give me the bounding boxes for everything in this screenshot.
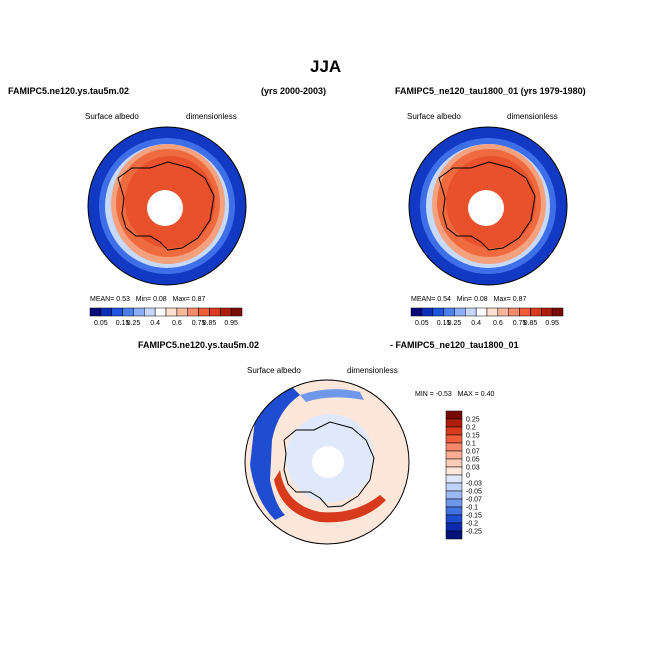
colorbar-swatch (508, 307, 520, 317)
colorbar-swatch (154, 307, 167, 317)
colorbar-swatch (530, 307, 542, 317)
colorbar-swatch (445, 458, 463, 468)
colorbar-difference: 0.250.20.150.10.070.050.030-0.03-0.05-0.… (445, 410, 482, 540)
colorbar-tick-label: 0.15 (437, 320, 451, 327)
colorbar-swatch (100, 307, 112, 317)
colorbar-swatch (519, 307, 531, 317)
colorbar-tick-label: 0.05 (94, 320, 108, 327)
colorbar-swatch (475, 307, 488, 317)
colorbar-swatch (497, 307, 509, 317)
colorbar-swatch (133, 307, 145, 317)
colorbar-swatch (445, 530, 463, 540)
colorbar-swatch (445, 514, 463, 524)
stats-diff: MIN = -0.53 MAX = 0.40 (415, 391, 495, 398)
colorbar-swatch (445, 426, 463, 436)
colorbar-tick-label: 0 (466, 473, 470, 480)
var-units-top-left: dimensionless (186, 112, 237, 121)
colorbar-swatch (144, 307, 156, 317)
season-title: JJA (310, 57, 342, 76)
colorbar-tick-label: 0.4 (471, 320, 481, 327)
colorbar-tick-label: 0.6 (172, 320, 182, 327)
case-label-diff-b: - FAMIPC5_ne120_tau1800_01 (390, 340, 519, 350)
map-top-right (408, 126, 568, 286)
colorbar-tick-label: -0.05 (466, 489, 482, 496)
colorbar-tick-label: 0.85 (203, 320, 217, 327)
map-top-left (87, 126, 247, 286)
case-label-top-left: FAMIPC5.ne120.ys.tau5m.02 (8, 86, 130, 96)
colorbar-tick-label: 0.75 (192, 320, 206, 327)
colorbar-swatch (445, 522, 463, 532)
stats-top-left: MEAN= 0.53 Min= 0.08 Max= 0.87 (90, 296, 206, 303)
colorbar-top-right: 0.05 0.150.25 0.4 0.6 0.750.85 0.95 (410, 307, 564, 327)
colorbar-swatch (551, 307, 564, 317)
var-units-diff: dimensionless (347, 366, 398, 375)
colorbar-tick-label: 0.75 (513, 320, 527, 327)
colorbar-swatch (445, 482, 463, 492)
colorbar-tick-label: 0.15 (466, 433, 480, 440)
colorbar-swatch (89, 307, 102, 317)
colorbar-swatch (445, 442, 463, 452)
colorbar-swatch (486, 307, 499, 317)
colorbar-tick-label: 0.05 (466, 457, 480, 464)
var-name-top-left: Surface albedo (85, 112, 139, 121)
colorbar-swatch (445, 498, 463, 508)
colorbar-tick-label: 0.4 (150, 320, 160, 327)
colorbar-swatch (445, 434, 463, 444)
colorbar-swatch (410, 307, 423, 317)
colorbar-tick-label: 0.25 (127, 320, 141, 327)
colorbar-tick-label: -0.07 (466, 497, 482, 504)
colorbar-tick-label: -0.03 (466, 481, 482, 488)
colorbar-tick-label: 0.95 (224, 320, 238, 327)
colorbar-tick-label: 0.95 (545, 320, 559, 327)
colorbar-tick-label: 0.07 (466, 449, 480, 456)
colorbar-swatch (176, 307, 188, 317)
var-name-diff: Surface albedo (247, 366, 301, 375)
case-label-top-right: FAMIPC5_ne120_tau1800_01 (yrs 1979-1980) (395, 86, 586, 96)
colorbar-tick-label: 0.2 (466, 425, 476, 432)
colorbar-swatch (165, 307, 178, 317)
var-units-top-right: dimensionless (507, 112, 558, 121)
colorbar-swatch (445, 474, 463, 484)
colorbar-tick-label: -0.2 (466, 521, 478, 528)
colorbar-swatch (465, 307, 477, 317)
colorbar-swatch (443, 307, 455, 317)
colorbar-swatch (541, 307, 553, 317)
colorbar-tick-label: 0.25 (448, 320, 462, 327)
colorbar-swatch (187, 307, 199, 317)
colorbar-swatch (122, 307, 134, 317)
colorbar-tick-label: -0.15 (466, 513, 482, 520)
colorbar-swatch (111, 307, 123, 317)
colorbar-tick-label: -0.1 (466, 505, 478, 512)
colorbar-swatch (445, 418, 463, 428)
colorbar-swatch (445, 466, 463, 476)
colorbar-swatch (445, 450, 463, 460)
colorbar-tick-label: 0.05 (415, 320, 429, 327)
years-label-top-left: (yrs 2000-2003) (261, 86, 327, 96)
colorbar-swatch (445, 506, 463, 516)
colorbar-tick-label: 0.85 (524, 320, 538, 327)
case-label-diff-a: FAMIPC5.ne120.ys.tau5m.02 (138, 340, 260, 350)
colorbar-swatch (445, 490, 463, 500)
colorbar-swatch (432, 307, 444, 317)
colorbar-tick-label: 0.25 (466, 417, 480, 424)
colorbar-swatch (445, 410, 463, 420)
colorbar-tick-label: 0.1 (466, 441, 476, 448)
colorbar-swatch (220, 307, 232, 317)
var-name-top-right: Surface albedo (407, 112, 461, 121)
colorbar-tick-label: 0.15 (116, 320, 130, 327)
colorbar-tick-label: -0.25 (466, 529, 482, 536)
colorbar-swatch (198, 307, 210, 317)
map-difference (244, 379, 410, 545)
colorbar-tick-label: 0.6 (493, 320, 503, 327)
colorbar-top-left: 0.05 0.150.25 0.4 0.6 0.750.85 0.95 (89, 307, 243, 327)
colorbar-swatch (230, 307, 243, 317)
colorbar-swatch (209, 307, 221, 317)
stats-top-right: MEAN= 0.54 Min= 0.08 Max= 0.87 (411, 296, 527, 303)
colorbar-swatch (454, 307, 466, 317)
colorbar-tick-label: 0.03 (466, 465, 480, 472)
colorbar-swatch (421, 307, 433, 317)
